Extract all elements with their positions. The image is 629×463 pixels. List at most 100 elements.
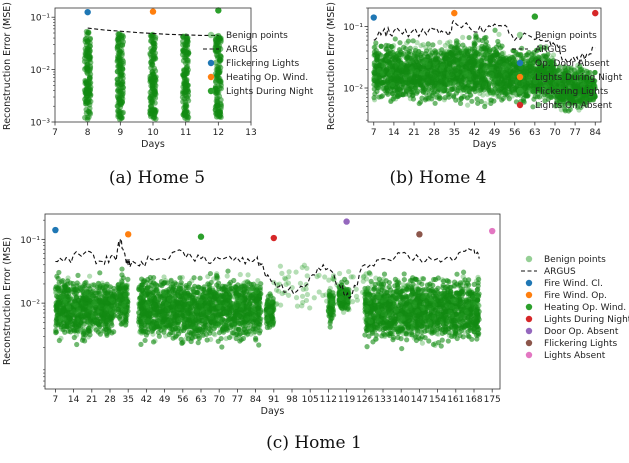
- benign-point: [108, 284, 113, 289]
- benign-point: [184, 71, 190, 77]
- benign-point: [214, 34, 220, 40]
- legend-label: Lights During Night: [226, 87, 314, 97]
- benign-point: [66, 329, 71, 334]
- benign-point: [109, 310, 114, 315]
- benign-point: [488, 101, 493, 106]
- benign-point: [493, 58, 498, 63]
- benign-point: [477, 91, 482, 96]
- benign-point: [119, 57, 125, 63]
- benign-point: [301, 287, 306, 292]
- legend-marker-benign: [517, 32, 523, 38]
- benign-point: [426, 86, 431, 91]
- x-tick-label: 84: [590, 128, 602, 138]
- benign-point: [115, 95, 121, 101]
- benign-point: [464, 49, 469, 54]
- benign-point: [414, 40, 419, 45]
- benign-point: [119, 37, 125, 43]
- benign-point: [463, 69, 468, 74]
- benign-point: [123, 323, 128, 328]
- benign-point: [305, 273, 310, 278]
- benign-point: [391, 43, 396, 48]
- benign-point: [104, 318, 109, 323]
- benign-point: [68, 280, 73, 285]
- benign-point: [66, 288, 71, 293]
- legend-marker: [517, 74, 523, 80]
- benign-point: [120, 81, 126, 87]
- benign-point: [406, 83, 411, 88]
- benign-point: [217, 58, 223, 64]
- benign-point: [63, 299, 68, 304]
- benign-point: [478, 68, 483, 73]
- benign-point: [99, 322, 104, 327]
- benign-point: [99, 291, 104, 296]
- benign-point: [218, 97, 224, 103]
- benign-point: [452, 69, 457, 74]
- benign-point: [307, 305, 312, 310]
- benign-point: [436, 85, 441, 90]
- benign-point: [480, 75, 485, 80]
- benign-point: [66, 305, 71, 310]
- benign-point: [486, 87, 491, 92]
- benign-point: [484, 52, 489, 57]
- benign-point: [97, 270, 102, 275]
- benign-point: [433, 51, 438, 56]
- benign-point: [384, 53, 389, 58]
- anomaly-point: [451, 10, 457, 16]
- benign-point: [118, 317, 123, 322]
- benign-point: [86, 109, 92, 115]
- anomaly-point: [84, 9, 90, 15]
- plot-area: [82, 28, 224, 122]
- benign-point: [213, 49, 219, 55]
- benign-point: [80, 338, 85, 343]
- legend-label: Benign points: [226, 31, 288, 41]
- x-tick-label: 63: [529, 128, 540, 138]
- benign-point: [109, 304, 114, 309]
- benign-point: [293, 269, 298, 274]
- y-tick-label: 10⁻³: [30, 119, 50, 129]
- benign-point: [372, 91, 377, 96]
- legend-marker: [517, 102, 523, 108]
- x-tick-label: 35: [449, 128, 460, 138]
- x-axis-label: Days: [473, 139, 497, 150]
- benign-point: [298, 281, 303, 286]
- benign-point: [481, 82, 486, 87]
- benign-point: [499, 44, 504, 49]
- legend-label: Lights During Night: [535, 73, 623, 83]
- benign-point: [120, 296, 125, 301]
- benign-point: [83, 290, 88, 295]
- benign-point: [508, 61, 513, 66]
- benign-point: [86, 30, 92, 36]
- caption: (b) Home 4: [389, 168, 486, 188]
- benign-point: [82, 115, 88, 121]
- benign-point: [407, 49, 412, 54]
- benign-point: [414, 69, 419, 74]
- x-tick-label: 7: [52, 128, 58, 138]
- benign-point: [148, 77, 154, 83]
- benign-point: [528, 55, 533, 60]
- benign-point: [376, 94, 381, 99]
- benign-point: [215, 65, 221, 71]
- benign-point: [82, 78, 88, 84]
- benign-point: [417, 101, 422, 106]
- benign-point: [91, 301, 96, 306]
- x-tick-label: 14: [388, 128, 400, 138]
- benign-point: [479, 63, 484, 68]
- benign-point: [98, 328, 103, 333]
- benign-point: [125, 277, 130, 282]
- x-tick-label: 56: [509, 128, 521, 138]
- benign-point: [58, 316, 63, 321]
- benign-point: [383, 69, 388, 74]
- x-tick-label: 28: [428, 128, 440, 138]
- legend-label: Benign points: [535, 31, 597, 41]
- benign-point: [287, 269, 292, 274]
- benign-point: [116, 309, 121, 314]
- benign-point: [377, 62, 382, 67]
- y-tick-label: 10⁻²: [30, 66, 50, 76]
- benign-point: [87, 75, 93, 81]
- benign-point: [102, 312, 107, 317]
- benign-point: [374, 57, 379, 62]
- benign-point: [115, 82, 121, 88]
- benign-point: [480, 38, 485, 43]
- benign-point: [87, 48, 93, 54]
- benign-point: [496, 94, 501, 99]
